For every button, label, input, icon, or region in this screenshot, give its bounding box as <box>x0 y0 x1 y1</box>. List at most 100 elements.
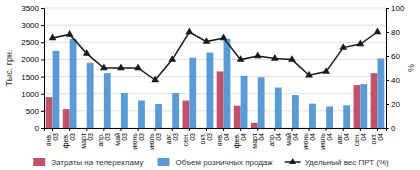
axis-line <box>45 129 387 132</box>
bar <box>80 128 87 129</box>
bar <box>371 73 378 128</box>
marker <box>185 28 193 35</box>
y-tick-label: 3000 <box>21 21 39 30</box>
x-tick-mark <box>309 128 310 131</box>
x-tick: июнь03 <box>131 128 145 150</box>
marker <box>305 71 313 78</box>
x-tick-label-line: июнь <box>302 133 309 150</box>
y-tick-label: 1500 <box>21 73 39 82</box>
grid-line <box>44 25 386 26</box>
x-tick-mark <box>189 128 190 131</box>
y2-axis-title: % <box>406 64 416 72</box>
bar <box>354 85 361 128</box>
marker <box>203 37 211 44</box>
axis-line <box>41 9 45 129</box>
x-tick-label: май04 <box>285 133 299 146</box>
y2-tick: 0 <box>386 124 396 133</box>
bar <box>131 128 138 129</box>
legend-swatch <box>33 158 45 166</box>
bar <box>241 76 248 128</box>
y2-tick: 20 <box>386 100 400 109</box>
bar <box>206 53 213 128</box>
x-tick-label: фев.03 <box>62 133 76 148</box>
x-tick-label: окт.03 <box>199 133 213 145</box>
bar <box>148 128 155 129</box>
y-tick: 1500 <box>21 73 44 82</box>
marker <box>356 40 364 47</box>
bar <box>114 128 121 129</box>
x-tick-mark <box>274 128 275 131</box>
marker <box>151 76 159 83</box>
bar-series <box>53 39 385 128</box>
y-tick: 3000 <box>21 21 44 30</box>
bar <box>326 106 333 128</box>
x-tick: фев.03 <box>62 128 76 148</box>
y-tick-mark <box>41 42 44 43</box>
x-tick-label-line: июнь <box>131 133 138 150</box>
y-tick-mark <box>41 8 44 9</box>
y2-tick-label: 40 <box>391 76 400 85</box>
legend-marker <box>289 158 296 164</box>
x-tick-label: сен.03 <box>182 133 196 146</box>
y2-tick-mark <box>386 32 389 33</box>
bar <box>285 128 292 129</box>
x-tick-label: авг.04 <box>336 133 350 144</box>
x-tick: авг.03 <box>165 128 179 144</box>
bar <box>104 73 111 128</box>
bar <box>336 128 343 129</box>
x-tick-mark <box>172 128 173 131</box>
x-tick-label-line: июль <box>319 133 326 150</box>
axis-line <box>387 9 390 129</box>
chart-svg: янв.03фев.03март03апр.03май03июнь03июль0… <box>0 0 420 170</box>
y2-tick: 80 <box>386 28 400 37</box>
legend: Затраты на телерекламуОбъем розничных пр… <box>33 158 389 167</box>
bar <box>165 128 172 129</box>
x-tick-label-line: янв. <box>45 133 52 146</box>
bar <box>251 123 258 128</box>
grid-line <box>44 8 386 9</box>
marker <box>220 34 228 41</box>
y-tick-label: 0 <box>35 124 40 133</box>
x-tick-label-line: 03 <box>138 133 145 141</box>
x-tick-label: март04 <box>250 132 264 148</box>
y-axis: 0500100015002000250030003500 <box>21 4 44 133</box>
x-tick: март03 <box>79 128 93 149</box>
bar <box>183 101 190 128</box>
marker <box>168 55 176 62</box>
x-tick: сен.04 <box>353 128 367 146</box>
x-tick-label-line: 04 <box>326 133 333 141</box>
marker <box>237 55 245 62</box>
y-tick-mark <box>41 94 44 95</box>
y2-tick-mark <box>386 56 389 57</box>
x-tick-label-line: 03 <box>69 133 76 141</box>
y-tick-mark <box>41 111 44 112</box>
grid-line <box>44 110 386 111</box>
x-tick-mark <box>138 128 139 131</box>
bar <box>217 71 224 128</box>
y2-tick: 100 <box>386 4 405 13</box>
bar <box>224 39 231 128</box>
y-tick: 1000 <box>21 90 44 99</box>
bar <box>46 97 53 128</box>
x-tick: март04 <box>250 128 264 149</box>
x-tick: янв.04 <box>216 128 230 146</box>
bar <box>63 109 70 128</box>
bar <box>53 51 60 128</box>
y2-tick-label: 80 <box>391 28 400 37</box>
x-tick-label-line: 03 <box>86 133 93 141</box>
bar <box>70 39 77 128</box>
y2-tick: 60 <box>386 52 400 61</box>
x-tick: сен.03 <box>182 128 196 146</box>
marker <box>322 67 330 74</box>
x-tick-mark <box>206 128 207 131</box>
y-tick: 500 <box>26 107 44 116</box>
y-tick: 2000 <box>21 55 44 64</box>
bar <box>377 58 384 128</box>
bar <box>189 58 196 128</box>
x-tick: июль03 <box>148 128 162 150</box>
x-tick: авг.04 <box>336 128 350 144</box>
x-tick-label-line: 03 <box>189 133 196 141</box>
legend-label: Затраты на телерекламу <box>51 158 143 167</box>
bar <box>121 93 128 128</box>
bar <box>97 128 104 129</box>
